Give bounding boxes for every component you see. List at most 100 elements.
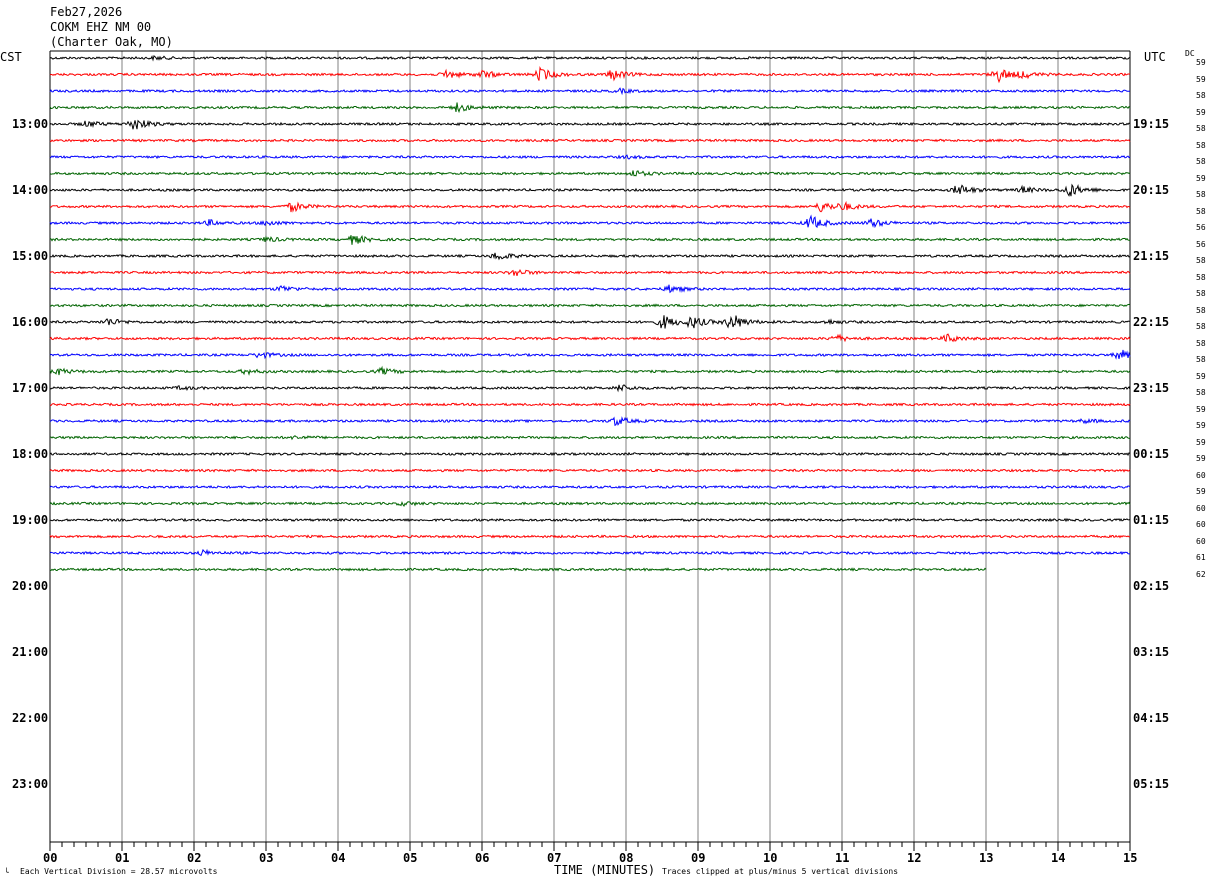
- date-label: Feb27,2026: [50, 5, 123, 19]
- dc-offset-value: 61: [1196, 553, 1206, 562]
- x-tick-label: 03: [259, 851, 274, 865]
- x-tick-label: 09: [691, 851, 706, 865]
- seismic-trace: [49, 200, 1131, 213]
- seismic-trace: [49, 119, 1131, 130]
- seismic-trace: [49, 284, 1131, 294]
- seismic-trace: [49, 235, 1131, 245]
- utc-hour-label: 23:15: [1133, 381, 1170, 395]
- seismic-trace: [49, 138, 1131, 143]
- utc-hour-label: 03:15: [1133, 645, 1170, 659]
- dc-offset-value: 58: [1196, 289, 1206, 298]
- dc-offset-value: 59: [1196, 487, 1206, 496]
- dc-offset-value: 58: [1196, 272, 1206, 282]
- dc-offset-value: 59: [1196, 437, 1206, 447]
- dc-offset-value: 59: [1196, 404, 1206, 414]
- x-tick-label: 14: [1051, 851, 1066, 865]
- seismic-trace: [49, 534, 1131, 539]
- dc-offset-value: 58: [1196, 206, 1206, 216]
- dc-offset-value: 58: [1196, 305, 1206, 315]
- cst-hour-label: 23:00: [12, 777, 49, 791]
- dc-offset-value: 58: [1196, 256, 1206, 265]
- utc-axis-label: UTC: [1144, 50, 1166, 64]
- seismic-trace: [49, 567, 987, 572]
- seismic-trace: [49, 517, 1131, 523]
- dc-offset-value: 59: [1196, 58, 1206, 67]
- dc-offset-value: 59: [1196, 421, 1206, 430]
- seismic-trace: [49, 154, 1131, 160]
- location-label: (Charter Oak, MO): [50, 35, 173, 49]
- seismic-trace: [49, 500, 1131, 508]
- seismic-trace: [49, 183, 1130, 197]
- dc-offset-value: 59: [1196, 173, 1206, 183]
- x-tick-label: 05: [403, 851, 418, 865]
- dc-label: DC: [1185, 49, 1195, 58]
- dc-offset-value: 58: [1196, 322, 1206, 331]
- utc-hour-label: 02:15: [1133, 579, 1170, 593]
- utc-hour-label: 05:15: [1133, 777, 1170, 791]
- cst-hour-label: 22:00: [12, 711, 49, 725]
- dc-offset-value: 62: [1196, 569, 1206, 579]
- dc-offset-value: 60: [1196, 520, 1206, 529]
- dc-offset-value: 58: [1196, 338, 1206, 348]
- seismic-trace: [49, 349, 1131, 360]
- x-tick-label: 01: [115, 851, 130, 865]
- seismic-trace: [49, 451, 1131, 457]
- utc-hour-label: 21:15: [1133, 249, 1170, 263]
- cst-hour-label: 19:00: [12, 513, 49, 527]
- cst-axis-label: CST: [0, 50, 22, 64]
- seismic-trace: [49, 468, 1131, 473]
- footer-mark: ╰: [4, 868, 9, 877]
- seismic-trace: [49, 435, 1131, 441]
- dc-offset-value: 59: [1196, 74, 1206, 84]
- cst-hour-label: 18:00: [12, 447, 49, 461]
- seismic-trace: [49, 365, 1131, 376]
- x-tick-label: 15: [1123, 851, 1138, 865]
- seismic-trace: [49, 303, 1131, 308]
- x-tick-label: 10: [763, 851, 778, 865]
- seismic-trace: [49, 102, 1131, 114]
- dc-offset-value: 58: [1196, 388, 1206, 397]
- dc-offset-value: 58: [1196, 190, 1206, 199]
- scale-note: Each Vertical Division = 28.57 microvolt…: [20, 867, 218, 876]
- x-tick-label: 11: [835, 851, 850, 865]
- utc-hour-label: 00:15: [1133, 447, 1170, 461]
- utc-hour-label: 19:15: [1133, 117, 1170, 131]
- dc-offset-value: 56: [1196, 223, 1206, 232]
- dc-offset-value: 60: [1196, 470, 1206, 480]
- dc-offset-value: 60: [1196, 536, 1206, 546]
- utc-hour-label: 04:15: [1133, 711, 1170, 725]
- x-tick-label: 12: [907, 851, 922, 865]
- x-tick-label: 07: [547, 851, 562, 865]
- seismic-trace: [49, 252, 1131, 261]
- cst-hour-label: 21:00: [12, 645, 49, 659]
- cst-hour-label: 13:00: [12, 117, 49, 131]
- x-tick-label: 08: [619, 851, 634, 865]
- x-tick-label: 00: [43, 851, 58, 865]
- seismic-trace: [49, 484, 1131, 490]
- x-tick-label: 06: [475, 851, 490, 865]
- dc-offset-value: 60: [1196, 503, 1206, 513]
- seismic-trace: [49, 548, 1130, 557]
- x-tick-label: 02: [187, 851, 202, 865]
- x-axis-title: TIME (MINUTES): [554, 863, 656, 877]
- utc-hour-label: 22:15: [1133, 315, 1170, 329]
- seismic-trace: [49, 315, 1131, 329]
- utc-hour-label: 20:15: [1133, 183, 1170, 197]
- seismic-trace: [49, 384, 1131, 393]
- seismic-trace: [49, 87, 1130, 96]
- cst-hour-label: 15:00: [12, 249, 49, 263]
- cst-hour-label: 17:00: [12, 381, 49, 395]
- utc-hour-label: 01:15: [1133, 513, 1170, 527]
- seismic-trace: [49, 55, 1131, 62]
- x-tick-label: 13: [979, 851, 994, 865]
- dc-offset-value: 59: [1196, 107, 1206, 117]
- cst-hour-label: 20:00: [12, 579, 49, 593]
- seismic-trace: [49, 269, 1131, 277]
- seismic-trace: [49, 333, 1131, 343]
- seismic-trace: [49, 214, 1131, 229]
- dc-offset-value: 58: [1196, 355, 1206, 364]
- dc-offset-value: 59: [1196, 454, 1206, 463]
- seismic-trace: [49, 66, 1131, 84]
- seismic-trace: [49, 170, 1131, 177]
